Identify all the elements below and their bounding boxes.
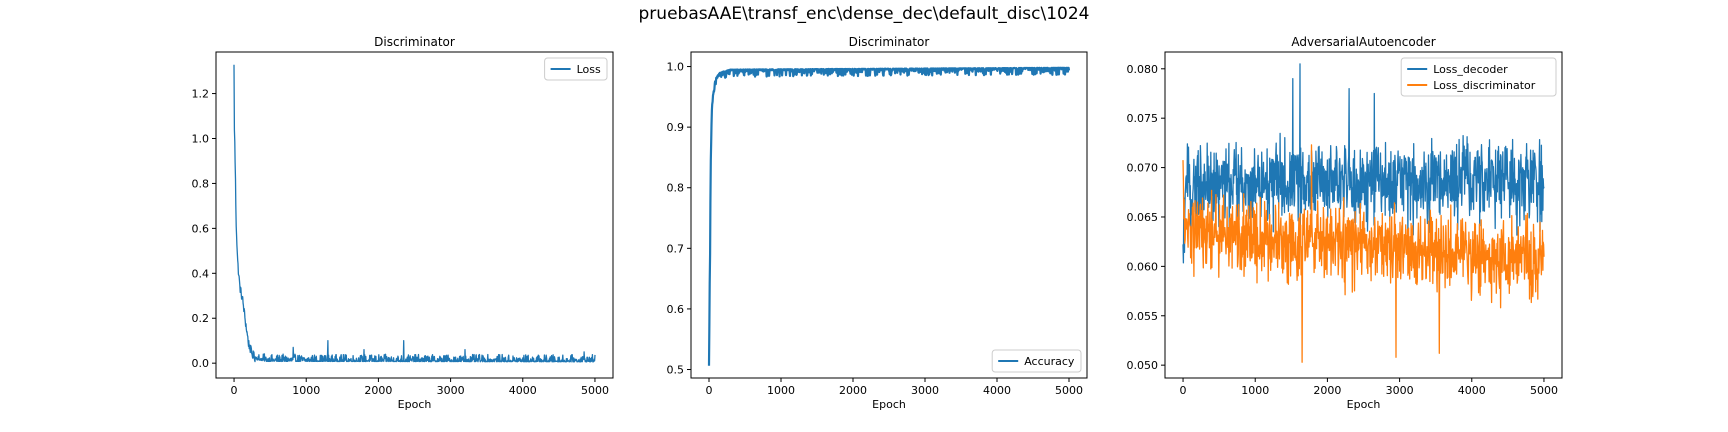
x-tick-label: 3000 — [437, 384, 465, 397]
x-tick-label: 1000 — [767, 384, 795, 397]
y-tick-label: 0.6 — [667, 303, 685, 316]
y-tick-label: 1.0 — [192, 132, 210, 145]
y-tick-label: 0.8 — [667, 182, 685, 195]
x-tick-label: 5000 — [1530, 384, 1558, 397]
x-tick-label: 2000 — [364, 384, 392, 397]
y-tick-label: 0.7 — [667, 242, 685, 255]
x-tick-label: 0 — [706, 384, 713, 397]
x-axis-label: Epoch — [872, 398, 906, 411]
y-tick-label: 0.060 — [1127, 260, 1159, 273]
y-tick-label: 0.050 — [1127, 359, 1159, 372]
y-tick-label: 0.0 — [192, 357, 210, 370]
x-tick-label: 0 — [1180, 384, 1187, 397]
y-tick-label: 0.075 — [1127, 112, 1159, 125]
x-tick-label: 0 — [231, 384, 238, 397]
x-axis-label: Epoch — [1347, 398, 1381, 411]
x-tick-label: 4000 — [983, 384, 1011, 397]
y-tick-label: 0.070 — [1127, 162, 1159, 175]
x-tick-label: 2000 — [839, 384, 867, 397]
legend: Accuracy — [991, 349, 1082, 373]
y-tick-label: 0.9 — [667, 121, 685, 134]
x-tick-label: 1000 — [292, 384, 320, 397]
legend-label: Accuracy — [1024, 355, 1075, 368]
legend-box — [1400, 57, 1557, 97]
legend: Loss — [544, 57, 608, 81]
y-tick-label: 0.2 — [192, 312, 210, 325]
y-tick-label: 0.065 — [1127, 211, 1159, 224]
legend-box — [991, 349, 1082, 373]
plot-frame — [690, 51, 1088, 379]
y-tick-label: 1.0 — [667, 61, 685, 74]
series-line-loss — [233, 64, 596, 363]
x-tick-label: 4000 — [509, 384, 537, 397]
x-tick-label: 2000 — [1313, 384, 1341, 397]
x-tick-label: 5000 — [1055, 384, 1083, 397]
series-line-loss-discriminator — [1182, 144, 1545, 363]
chart-1: Discriminator 0 1000 2000 3000 4000 5000 0.0 0.2… — [192, 35, 614, 411]
y-tick-label: 0.4 — [192, 267, 210, 280]
x-tick-label: 3000 — [911, 384, 939, 397]
x-tick-label: 1000 — [1241, 384, 1269, 397]
legend-label: Loss_discriminator — [1433, 79, 1536, 92]
y-tick-label: 0.055 — [1127, 310, 1159, 323]
series-line-accuracy — [707, 66, 1071, 366]
x-tick-label: 5000 — [581, 384, 609, 397]
legend-label: Loss_decoder — [1433, 63, 1508, 76]
chart-3: AdversarialAutoencoder 0 1000 2000 3000 4000 5… — [1127, 35, 1563, 411]
y-tick-label: 0.5 — [667, 364, 685, 377]
y-tick-label: 0.080 — [1127, 63, 1159, 76]
legend-box — [544, 57, 608, 81]
chart-title: Discriminator — [374, 35, 455, 49]
x-tick-label: 3000 — [1386, 384, 1414, 397]
y-tick-label: 0.6 — [192, 222, 210, 235]
legend-label: Loss — [577, 63, 601, 76]
chart-2: Discriminator 0 1000 2000 3000 4000 5000 0.5 0.6… — [667, 35, 1088, 411]
plot-frame — [1164, 51, 1563, 379]
plot-frame — [215, 51, 614, 379]
chart-title: AdversarialAutoencoder — [1291, 35, 1435, 49]
figure-title: pruebasAAE\transf_enc\dense_dec\default_… — [638, 4, 1090, 24]
x-axis-label: Epoch — [398, 398, 432, 411]
y-tick-label: 1.2 — [192, 88, 210, 101]
y-tick-label: 0.8 — [192, 177, 210, 190]
x-tick-label: 4000 — [1458, 384, 1486, 397]
legend: Loss_decoder Loss_discriminator — [1400, 57, 1557, 97]
chart-title: Discriminator — [849, 35, 930, 49]
